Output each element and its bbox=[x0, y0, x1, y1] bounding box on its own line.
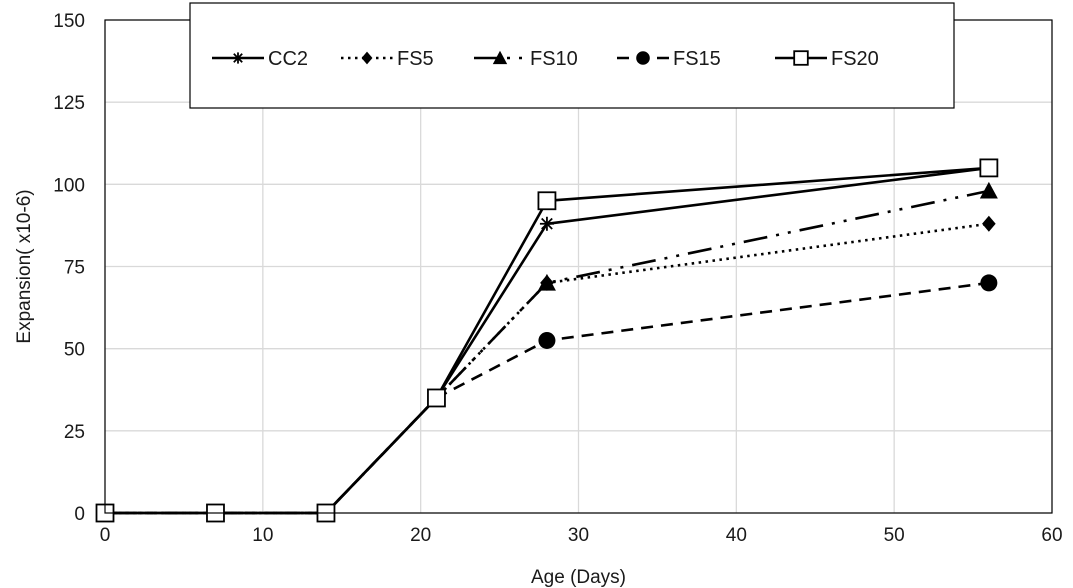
x-axis-title: Age (Days) bbox=[531, 567, 626, 588]
x-tick-label: 50 bbox=[884, 525, 905, 546]
y-axis-ticks: 0 25 50 75 100 125 150 bbox=[53, 11, 85, 525]
legend-marker-fs20 bbox=[793, 50, 809, 66]
y-tick-label: 100 bbox=[53, 175, 85, 196]
x-tick-label: 20 bbox=[410, 525, 431, 546]
point-cc2 bbox=[539, 216, 554, 231]
point-fs10 bbox=[537, 273, 556, 291]
x-tick-label: 60 bbox=[1041, 525, 1062, 546]
y-tick-label: 75 bbox=[64, 258, 85, 279]
legend: CC2 FS5 FS10 FS15 FS20 bbox=[189, 2, 955, 109]
x-axis-ticks: 0 10 20 30 40 50 60 bbox=[100, 525, 1063, 546]
legend-marker-fs15 bbox=[636, 51, 650, 65]
point-fs5 bbox=[982, 215, 996, 232]
x-tick-label: 0 bbox=[100, 525, 111, 546]
legend-label-fs20: FS20 bbox=[831, 48, 879, 70]
point-fs15 bbox=[980, 274, 998, 292]
legend-box bbox=[189, 2, 955, 109]
legend-label-cc2: CC2 bbox=[268, 48, 308, 70]
x-tick-label: 30 bbox=[568, 525, 589, 546]
y-tick-label: 25 bbox=[64, 422, 85, 443]
point-fs10 bbox=[979, 181, 998, 199]
x-tick-label: 10 bbox=[252, 525, 273, 546]
legend-label-fs5: FS5 bbox=[397, 48, 434, 70]
legend-marker-fs10 bbox=[492, 50, 508, 65]
y-tick-label: 125 bbox=[53, 93, 85, 114]
legend-marker-cc2 bbox=[232, 52, 244, 64]
point-fs20 bbox=[427, 388, 446, 408]
y-tick-label: 50 bbox=[64, 340, 85, 361]
y-tick-label: 0 bbox=[74, 504, 85, 525]
y-axis-title: Expansion( x10-6) bbox=[14, 189, 35, 343]
point-fs20 bbox=[537, 191, 557, 211]
point-fs20 bbox=[979, 158, 999, 178]
x-tick-label: 40 bbox=[726, 525, 747, 546]
legend-label-fs10: FS10 bbox=[530, 48, 578, 70]
legend-marker-fs5 bbox=[361, 51, 373, 65]
legend-label-fs15: FS15 bbox=[673, 48, 721, 70]
point-fs15 bbox=[538, 331, 556, 349]
y-tick-label: 150 bbox=[53, 11, 85, 32]
